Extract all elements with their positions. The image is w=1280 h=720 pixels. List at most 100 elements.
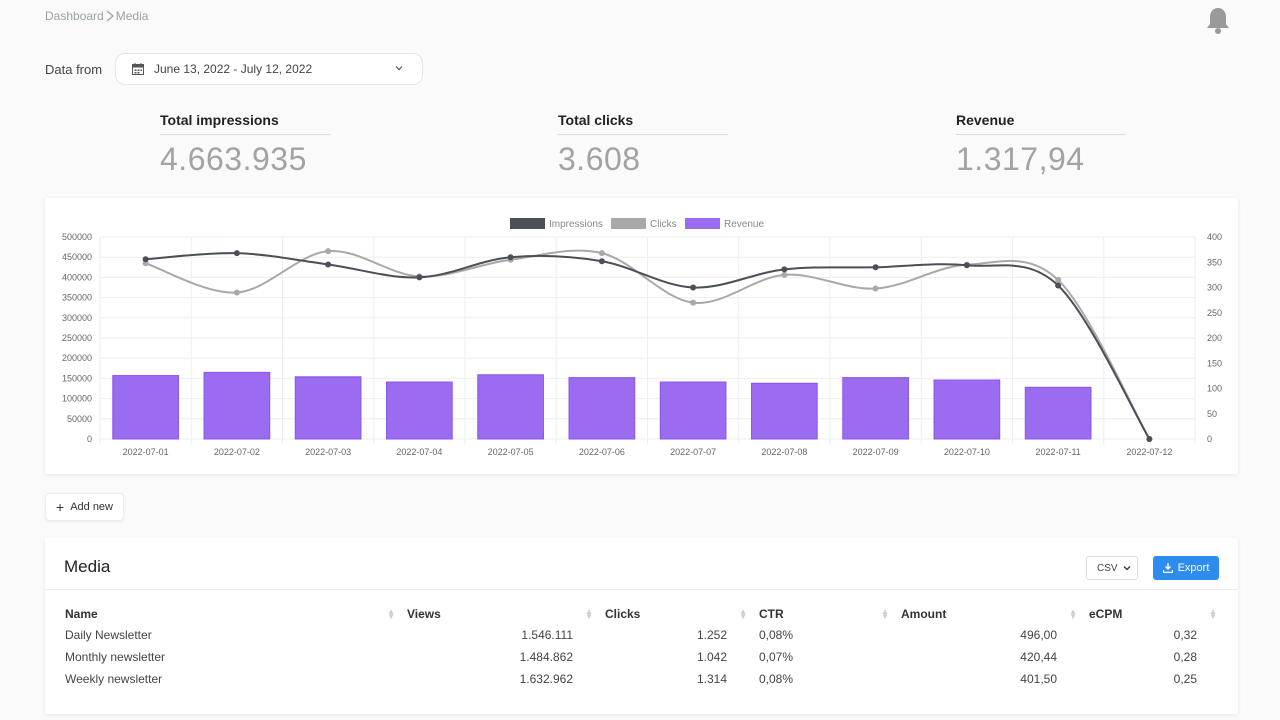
y-tick-label: 500000 (62, 232, 92, 242)
revenue-bar (659, 381, 727, 440)
column-header-label: Views (407, 607, 441, 621)
impressions-point (690, 284, 697, 291)
impressions-point (963, 262, 970, 269)
y2-tick-label: 200 (1207, 333, 1222, 343)
clicks-point (781, 271, 788, 278)
x-tick-label: 2022-07-12 (1126, 447, 1172, 457)
table-cell: Weekly newsletter (65, 672, 163, 686)
add-new-label: Add new (70, 501, 113, 513)
column-header-views[interactable]: Views ▲ ▼ (401, 604, 599, 624)
x-tick-label: 2022-07-04 (396, 447, 442, 457)
legend-label: Impressions (549, 219, 603, 230)
table-row[interactable]: Daily Newsletter 1.546.111 1.252 0,08% 496,0… (59, 624, 1223, 646)
sort-icon[interactable]: ▲ ▼ (881, 607, 889, 621)
table-row[interactable]: Weekly newsletter 1.632.962 1.314 0,08% 401,… (59, 668, 1223, 690)
table-cell: 401,50 (1020, 672, 1057, 686)
table-row[interactable]: Monthly newsletter 1.484.862 1.042 0,07% 420… (59, 646, 1223, 668)
x-tick-label: 2022-07-05 (488, 447, 534, 457)
revenue-bar (477, 374, 544, 440)
x-tick-label: 2022-07-09 (853, 447, 899, 457)
format-select[interactable]: CSV (1086, 556, 1138, 580)
card-divider (45, 589, 1238, 590)
revenue-bar (1024, 386, 1092, 440)
y2-tick-label: 0 (1207, 434, 1212, 444)
table-cell: 1.546.111 (521, 628, 573, 642)
combo-chart: 0500001000001500002000002500003000003500… (62, 218, 1222, 457)
revenue-bar (203, 371, 271, 440)
table-cell: 1.632.962 (519, 672, 573, 686)
clicks-point (325, 248, 332, 255)
impressions-point (1055, 282, 1062, 289)
table-cell: 0,28 (1173, 650, 1197, 664)
sort-icon[interactable]: ▲ ▼ (387, 607, 395, 621)
y-tick-label: 50000 (67, 414, 92, 424)
y2-tick-label: 350 (1207, 257, 1222, 267)
table-cell: 1.042 (696, 650, 727, 664)
calendar-icon (132, 63, 144, 75)
column-header-ctr[interactable]: CTR ▲ ▼ (753, 604, 895, 624)
kpi-label: Revenue (956, 112, 1126, 135)
table-cell: 0,07% (759, 650, 794, 664)
kpi-total-clicks: Total clicks 3.608 (558, 112, 728, 178)
column-header-label: Clicks (605, 607, 641, 621)
legend-label: Clicks (650, 219, 677, 230)
impressions-point (233, 250, 240, 257)
revenue-bar (112, 375, 179, 440)
table-cell: 0,32 (1173, 628, 1197, 642)
sort-icon[interactable]: ▲ ▼ (739, 607, 747, 621)
x-tick-label: 2022-07-02 (214, 447, 260, 457)
kpi-label: Total clicks (558, 112, 728, 135)
kpi-total-impressions: Total impressions 4.663.935 (160, 112, 330, 178)
table-cell: Monthly newsletter (65, 650, 166, 664)
data-from-label: Data from (45, 62, 103, 77)
legend-label: Revenue (724, 219, 764, 230)
kpi-value: 1.317,94 (956, 141, 1085, 177)
y2-tick-label: 300 (1207, 283, 1222, 293)
column-header-ecpm[interactable]: eCPM ▲ ▼ (1083, 604, 1223, 624)
export-label: Export (1177, 562, 1210, 574)
table-cell: 1.314 (696, 672, 727, 686)
legend-swatch (685, 218, 720, 229)
revenue-bar (842, 377, 909, 440)
x-tick-label: 2022-07-07 (670, 447, 716, 457)
y2-tick-label: 150 (1207, 358, 1222, 368)
sort-icon[interactable]: ▲ ▼ (585, 607, 593, 621)
format-select-value: CSV (1097, 562, 1118, 574)
add-new-button[interactable]: + Add new (45, 493, 124, 521)
column-header-label: Name (65, 607, 98, 621)
clicks-point (690, 299, 697, 306)
column-header-clicks[interactable]: Clicks ▲ ▼ (599, 604, 753, 624)
y2-tick-label: 250 (1207, 308, 1222, 318)
table-cell: Daily Newsletter (65, 628, 152, 642)
revenue-bar (751, 382, 818, 440)
sort-icon[interactable]: ▲ ▼ (1069, 607, 1077, 621)
date-range-picker[interactable]: June 13, 2022 - July 12, 2022 (115, 53, 423, 85)
column-header-amount[interactable]: Amount ▲ ▼ (895, 604, 1083, 624)
impressions-point (507, 254, 514, 261)
table-cell: 0,25 (1173, 672, 1197, 686)
impressions-point (416, 274, 423, 281)
legend-swatch (611, 218, 646, 229)
x-tick-label: 2022-07-08 (761, 447, 807, 457)
impressions-point (781, 266, 788, 273)
sort-icon[interactable]: ▲ ▼ (1209, 607, 1217, 621)
table-cell: 420,44 (1020, 650, 1057, 664)
impressions-point (872, 264, 879, 271)
y-tick-label: 100000 (62, 394, 92, 404)
legend-swatch (510, 218, 545, 229)
table-cell: 1.484.862 (519, 650, 573, 664)
y2-tick-label: 100 (1207, 384, 1222, 394)
chevron-right-icon (106, 10, 114, 22)
y-tick-label: 200000 (62, 353, 92, 363)
column-header-label: CTR (759, 607, 784, 621)
breadcrumb: Dashboard Media (45, 9, 148, 23)
breadcrumb-dashboard[interactable]: Dashboard (45, 9, 104, 23)
y-tick-label: 0 (87, 434, 92, 444)
column-header-name[interactable]: Name ▲ ▼ (59, 604, 401, 624)
bell-icon[interactable] (1205, 6, 1231, 36)
impressions-point (142, 256, 149, 263)
y-tick-label: 350000 (62, 293, 92, 303)
y-tick-label: 400000 (62, 272, 92, 282)
export-button[interactable]: Export (1153, 556, 1219, 580)
kpi-value: 4.663.935 (160, 141, 307, 177)
